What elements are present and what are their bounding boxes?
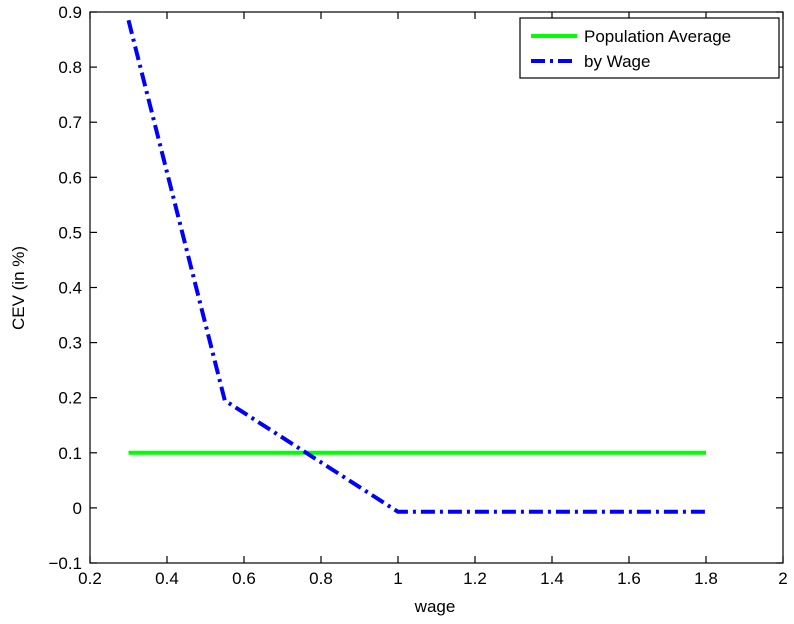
y-tick-label: 0.2 (58, 389, 82, 408)
axes-layer: 0.2 0.4 0.6 0.8 1 1.2 1.4 1.6 1.8 2 −0.1 0 0.1 0.2 0.3… (48, 3, 787, 588)
y-tick-label: 0.5 (58, 223, 82, 242)
x-axis-label: wage (414, 597, 456, 616)
legend-label-population-average: Population Average (584, 27, 731, 46)
x-tick-label: 1 (393, 569, 402, 588)
plot-background (90, 12, 783, 563)
x-tick-label: 0.6 (232, 569, 256, 588)
x-tick-label: 0.2 (78, 569, 102, 588)
y-tick-label: 0.6 (58, 168, 82, 187)
y-tick-label: 0.9 (58, 3, 82, 22)
x-tick-label: 1.4 (540, 569, 564, 588)
series-line-by-wage (126, 19, 706, 514)
x-tick-label: 1.8 (694, 569, 718, 588)
legend-label-by-wage: by Wage (584, 52, 650, 71)
plot-area (90, 12, 783, 563)
x-tick-label: 1.6 (617, 569, 641, 588)
x-tick-label: 2 (778, 569, 787, 588)
series-layer (126, 19, 706, 514)
y-tick-label: 0.4 (58, 279, 82, 298)
x-tick-label: 1.2 (463, 569, 487, 588)
y-tick-label: 0.7 (58, 113, 82, 132)
y-tick-label: 0.3 (58, 334, 82, 353)
y-tick-label: −0.1 (48, 554, 82, 573)
x-tick-label: 0.4 (155, 569, 179, 588)
y-tick-label: 0 (73, 499, 82, 518)
y-tick-label: 0.8 (58, 58, 82, 77)
legend-box (519, 17, 780, 79)
y-tick-label: 0.1 (58, 444, 82, 463)
legend: Population Average by Wage (519, 17, 780, 79)
y-axis-label: CEV (in %) (9, 246, 28, 330)
x-tick-label: 0.8 (309, 569, 333, 588)
